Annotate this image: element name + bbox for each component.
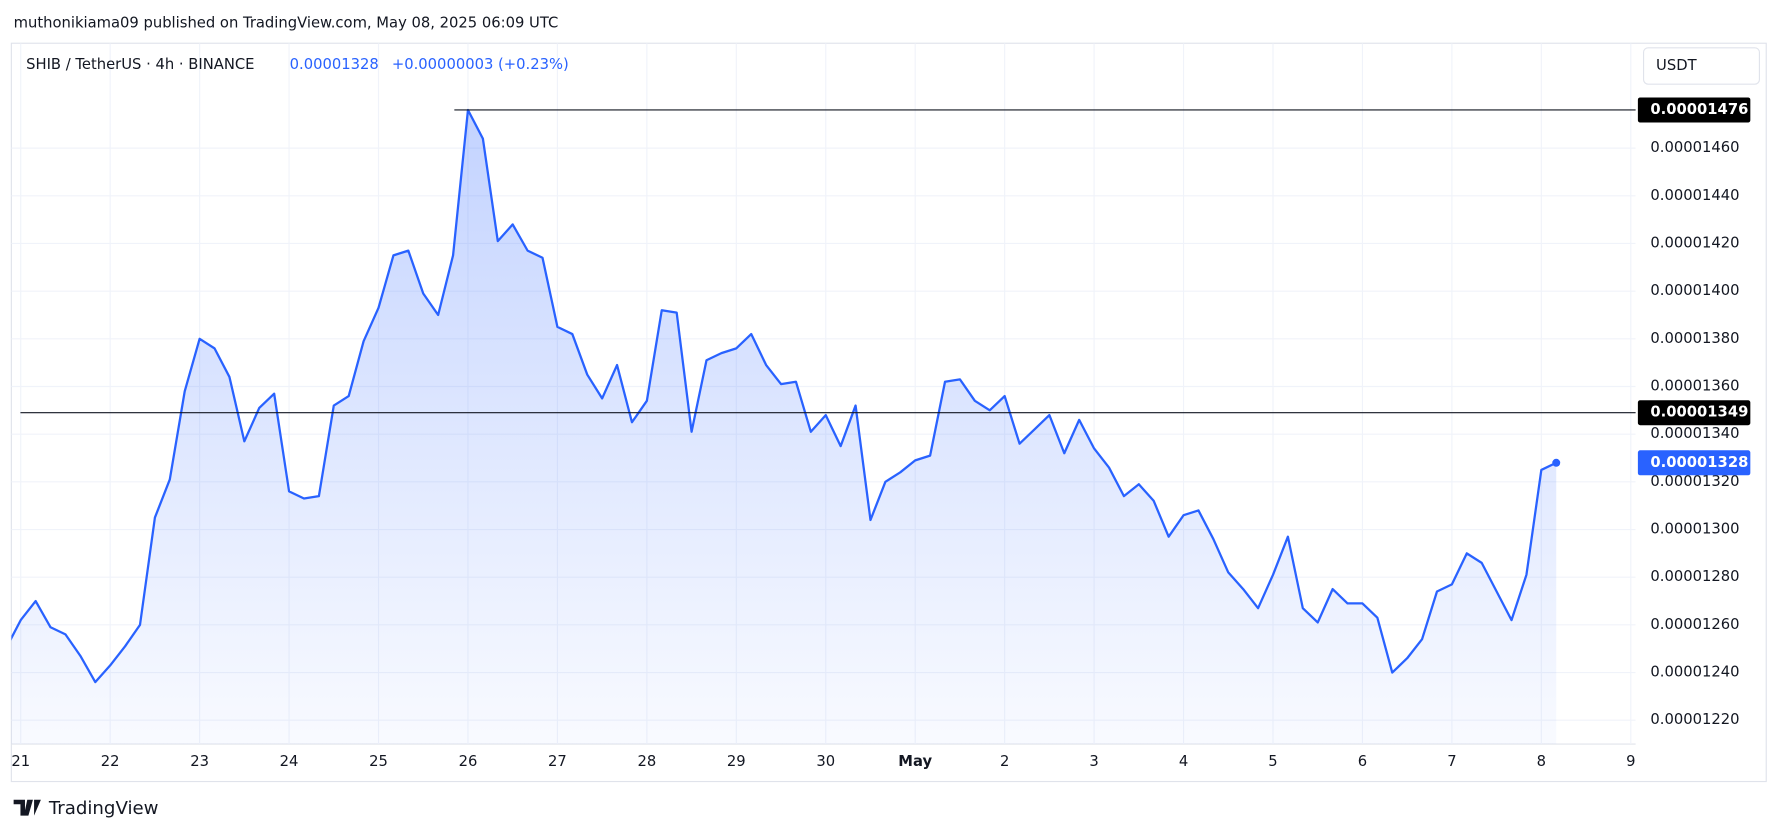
- y-tick-label: 0.00001240: [1650, 664, 1739, 681]
- x-tick-label: 25: [369, 753, 388, 770]
- y-tick-label: 0.00001360: [1650, 377, 1739, 394]
- y-tick-label: 0.00001260: [1650, 616, 1739, 633]
- price-label-bg: [1637, 400, 1751, 426]
- last-price-label-bg: [1637, 450, 1751, 476]
- y-tick-label: 0.00001320: [1650, 473, 1739, 490]
- x-tick-label: 22: [101, 753, 120, 770]
- x-tick-label: 30: [816, 753, 835, 770]
- x-tick-label: 6: [1358, 753, 1367, 770]
- currency-button[interactable]: [1642, 47, 1760, 85]
- last-price-label: 0.00001328: [1650, 454, 1748, 471]
- x-tick-label: 9: [1626, 753, 1635, 770]
- publisher-line: muthonikiama09 published on TradingView.…: [14, 14, 559, 31]
- logo: [13, 799, 41, 816]
- y-tick-label: 0.00001380: [1650, 330, 1739, 347]
- price-line: [11, 108, 1557, 684]
- x-tick-label: 3: [1089, 753, 1098, 770]
- y-tick-label: 0.00001400: [1650, 282, 1739, 299]
- chart-frame: [10, 42, 1767, 783]
- price-area: [11, 109, 1557, 745]
- price-label-bg: [1637, 97, 1751, 123]
- x-tick-label: 7: [1447, 753, 1456, 770]
- y-tick-label: 0.00001220: [1650, 711, 1739, 728]
- symbol: SHIB / TetherUS · 4h · BINANCE: [26, 56, 254, 73]
- last-price: 0.00001328: [290, 56, 379, 73]
- x-tick-label: 23: [190, 753, 209, 770]
- price-label: 0.00001476: [1650, 101, 1748, 118]
- y-tick-label: 0.00001420: [1650, 234, 1739, 251]
- x-tick-label: 5: [1268, 753, 1277, 770]
- x-tick-label: 27: [548, 753, 567, 770]
- last-point: [1552, 458, 1561, 467]
- price-change: +0.00000003 (+0.23%): [392, 56, 569, 73]
- x-tick-label: 24: [280, 753, 299, 770]
- x-tick-label: 2: [1000, 753, 1009, 770]
- x-tick-label: 26: [459, 753, 478, 770]
- y-tick-label: 0.00001340: [1650, 425, 1739, 442]
- x-tick-label: 21: [11, 753, 30, 770]
- x-tick-label: 4: [1179, 753, 1188, 770]
- y-tick-label: 0.00001460: [1650, 139, 1739, 156]
- currency[interactable]: USDT: [1656, 57, 1698, 74]
- x-tick-label: 8: [1537, 753, 1546, 770]
- brand: TradingView: [48, 798, 159, 819]
- y-tick-label: 0.00001280: [1650, 568, 1739, 585]
- y-tick-label: 0.00001440: [1650, 187, 1739, 204]
- x-tick-label: 28: [637, 753, 656, 770]
- x-tick-label: 29: [727, 753, 746, 770]
- y-tick-label: 0.00001300: [1650, 521, 1739, 538]
- price-label: 0.00001349: [1650, 404, 1748, 421]
- x-tick-label: May: [898, 753, 932, 770]
